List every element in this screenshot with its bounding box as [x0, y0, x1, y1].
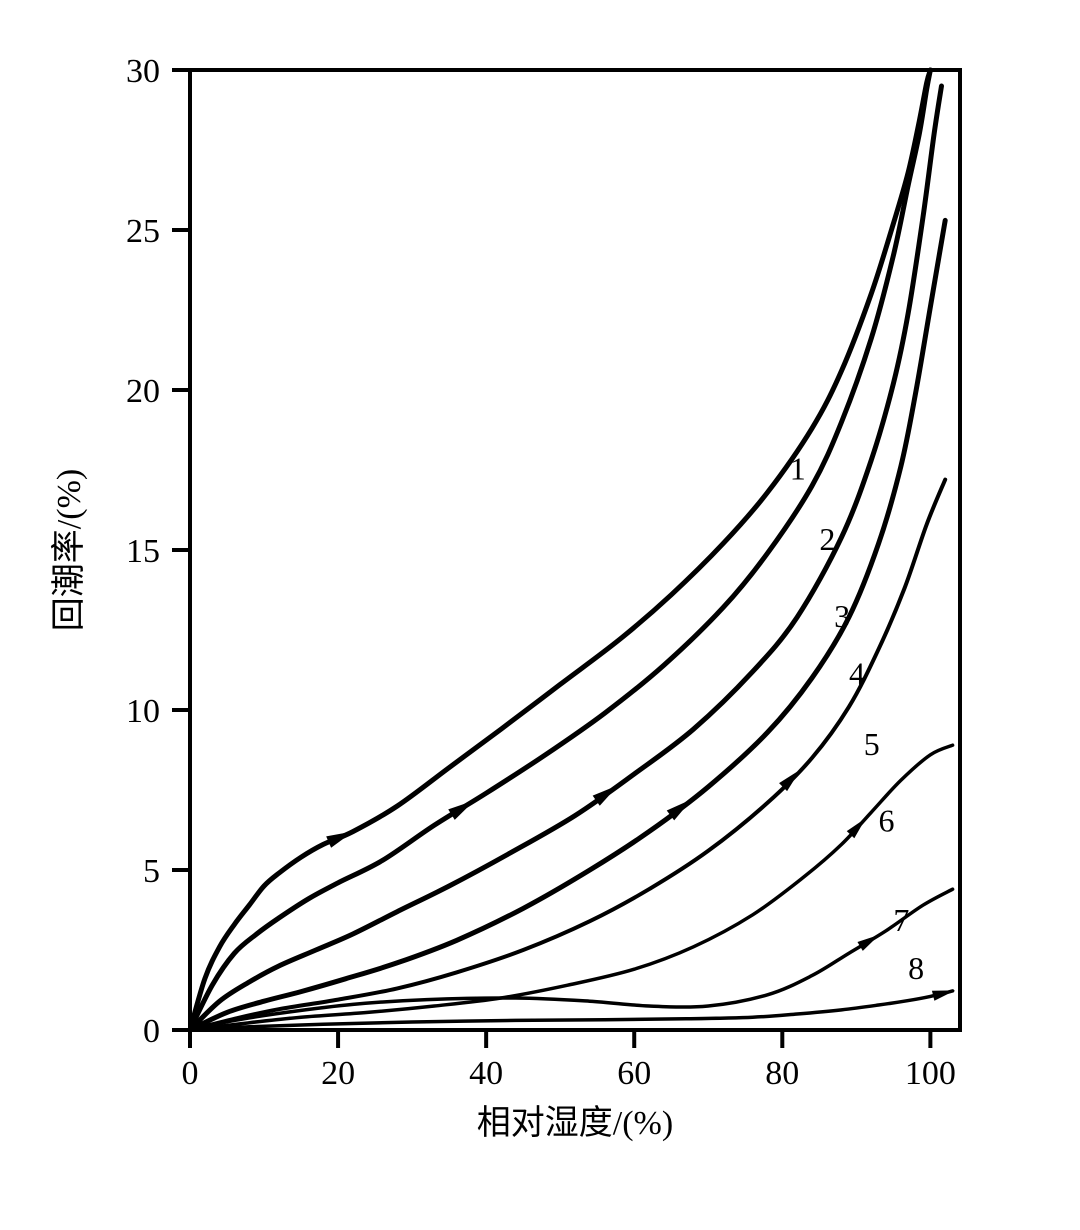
y-tick-label: 25: [126, 213, 160, 250]
curve-label-2: 2: [819, 521, 835, 557]
curve-label-5: 5: [864, 726, 880, 762]
y-axis-title: 回潮率/(%): [50, 469, 88, 631]
plot-border: [190, 70, 960, 1030]
curve-8-arrow-icon: [932, 990, 955, 1000]
y-tick-label: 15: [126, 533, 160, 570]
y-tick-label: 5: [143, 853, 160, 890]
x-tick-label: 60: [617, 1055, 651, 1092]
curve-6: [190, 745, 953, 1030]
x-tick-label: 0: [182, 1055, 199, 1092]
x-tick-label: 40: [469, 1055, 503, 1092]
curve-label-7: 7: [893, 902, 909, 938]
curve-1-arrow-icon: [326, 831, 353, 847]
moisture-regain-chart: 020406080100051015202530相对湿度/(%)回潮率/(%)1…: [0, 0, 1080, 1230]
curve-label-6: 6: [879, 803, 895, 839]
x-tick-label: 80: [765, 1055, 799, 1092]
curve-4: [190, 220, 945, 1030]
curve-label-1: 1: [790, 451, 806, 487]
curve-3: [190, 86, 941, 1030]
curve-label-8: 8: [908, 950, 924, 986]
curve-label-3: 3: [834, 598, 850, 634]
curve-7-arrow-icon: [857, 935, 879, 951]
y-tick-label: 10: [126, 693, 160, 730]
curve-label-4: 4: [849, 655, 865, 691]
x-tick-label: 100: [905, 1055, 956, 1092]
y-tick-label: 20: [126, 373, 160, 410]
x-tick-label: 20: [321, 1055, 355, 1092]
y-tick-label: 0: [143, 1013, 160, 1050]
x-axis-title: 相对湿度/(%): [477, 1104, 673, 1142]
y-tick-label: 30: [126, 53, 160, 90]
